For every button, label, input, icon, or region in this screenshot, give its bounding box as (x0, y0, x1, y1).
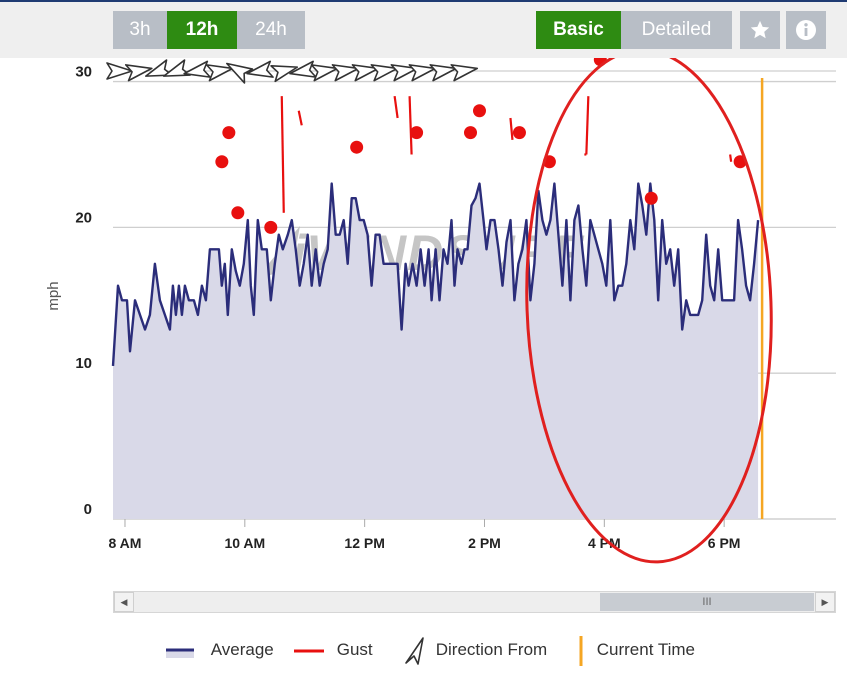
x-tick-label-1: 10 AM (224, 535, 265, 551)
gust-point-3 (264, 220, 278, 234)
direction-arrow-shape-15 (408, 64, 437, 82)
direction-arrow-1 (124, 64, 153, 82)
y-tick-label-0: 0 (84, 501, 92, 518)
annotation-ellipse (525, 58, 773, 564)
current-time-swatch-icon (579, 635, 583, 666)
info-button[interactable] (786, 11, 826, 49)
gust-segment-0 (280, 96, 285, 213)
direction-arrow-16 (429, 64, 458, 82)
average-area (111, 182, 760, 519)
legend-direction[interactable]: Direction From (403, 630, 568, 670)
direction-arrow-17 (450, 64, 479, 82)
direction-arrow-2 (145, 59, 173, 77)
x-tick-label-5: 6 PM (708, 535, 741, 551)
direction-arrow-shape-16 (429, 64, 458, 82)
favorite-button[interactable] (740, 11, 780, 49)
x-tick-label-3: 2 PM (468, 535, 501, 551)
direction-arrow-15 (408, 64, 437, 82)
gust-point-8 (512, 126, 526, 140)
gust-segment-6 (585, 96, 590, 155)
direction-arrow-shape-7 (246, 60, 274, 78)
info-icon (796, 20, 816, 40)
direction-arrow-shape-10 (310, 64, 339, 82)
direction-arrow-shape-6 (226, 62, 254, 84)
y-tick-label-30: 30 (75, 64, 92, 81)
direction-arrow-11 (331, 64, 360, 82)
gust-point-1 (222, 126, 236, 140)
star-icon (750, 20, 770, 39)
scrollbar-thumb[interactable]: III (600, 593, 814, 611)
gust-point-11 (644, 191, 658, 205)
direction-arrow-shape-4 (183, 60, 211, 78)
scroll-right-button[interactable]: ▶ (815, 592, 835, 612)
range-12h-button[interactable]: 12h (167, 11, 237, 49)
y-tick-label-10: 10 (75, 355, 92, 372)
top-border (0, 0, 847, 2)
direction-arrow-shape-11 (331, 64, 360, 82)
direction-arrow-shape-5 (205, 64, 234, 82)
chart-scrollbar[interactable]: ◀ III ▶ (113, 591, 836, 613)
direction-arrow-shape-14 (390, 64, 419, 82)
average-fill (113, 183, 759, 519)
range-24h-button[interactable]: 24h (237, 11, 305, 49)
direction-arrow-shape-17 (450, 64, 479, 82)
gust-point-4 (350, 140, 364, 154)
direction-arrow-7 (246, 60, 274, 78)
direction-arrow-5 (205, 64, 234, 82)
direction-arrow-shape-3 (163, 59, 191, 77)
direction-arrow-shape-2 (145, 59, 173, 77)
average-line (111, 182, 760, 366)
range-3h-button[interactable]: 3h (113, 11, 167, 49)
legend-average-label: Average (210, 640, 274, 659)
detailed-view-button[interactable]: Detailed (621, 11, 732, 49)
direction-arrow-0 (106, 62, 133, 80)
direction-arrow-6 (226, 62, 254, 84)
legend-gust[interactable]: Gust (294, 630, 384, 670)
direction-arrow-14 (390, 64, 419, 82)
y-tick-label-20: 20 (75, 209, 92, 226)
direction-arrow-4 (183, 60, 211, 78)
gust-segment-7 (729, 154, 733, 162)
direction-arrow-3 (163, 59, 191, 77)
direction-arrow-shape-1 (124, 64, 153, 82)
direction-arrow-shape-13 (370, 64, 399, 82)
direction-arrows (106, 59, 479, 84)
gust-swatch-icon (294, 649, 324, 653)
scroll-left-button[interactable]: ◀ (114, 592, 134, 612)
direction-arrow-12 (351, 64, 380, 82)
average-swatch-icon (166, 648, 194, 658)
gust-point-5 (410, 126, 424, 140)
gust-point-2 (231, 206, 245, 220)
gust-point-6 (464, 126, 478, 140)
direction-arrow-shape-12 (351, 64, 380, 82)
legend-current-time[interactable]: Current Time (578, 630, 718, 670)
direction-arrow-8 (270, 65, 299, 83)
gust-segment-3 (408, 96, 413, 155)
direction-arrow-icon (405, 636, 424, 665)
gust-segment-2 (393, 96, 399, 119)
toolbar: 3h 12h 24h Basic Detailed (0, 2, 847, 58)
basic-view-button[interactable]: Basic (536, 11, 621, 49)
gust-point-0 (215, 155, 229, 169)
gust-segment-4 (509, 117, 514, 141)
x-tick-label-0: 8 AM (109, 535, 142, 551)
direction-arrow-shape-0 (106, 62, 133, 80)
x-tick-label-2: 12 PM (344, 535, 384, 551)
y-axis-label: mph (45, 281, 62, 310)
direction-arrow-shape-8 (270, 65, 299, 83)
gust-point-7 (472, 104, 486, 118)
legend-average[interactable]: Average (166, 630, 286, 670)
direction-arrow-shape-9 (289, 60, 317, 78)
direction-arrow-10 (310, 64, 339, 82)
legend-current-time-label: Current Time (596, 640, 695, 659)
gust-segment-1 (297, 110, 303, 126)
chart-legend: Average Gust Direction From Current Time (0, 630, 847, 670)
direction-arrow-9 (289, 60, 317, 78)
legend-direction-label: Direction From (435, 640, 548, 659)
direction-arrow-13 (370, 64, 399, 82)
legend-gust-label: Gust (336, 640, 373, 659)
